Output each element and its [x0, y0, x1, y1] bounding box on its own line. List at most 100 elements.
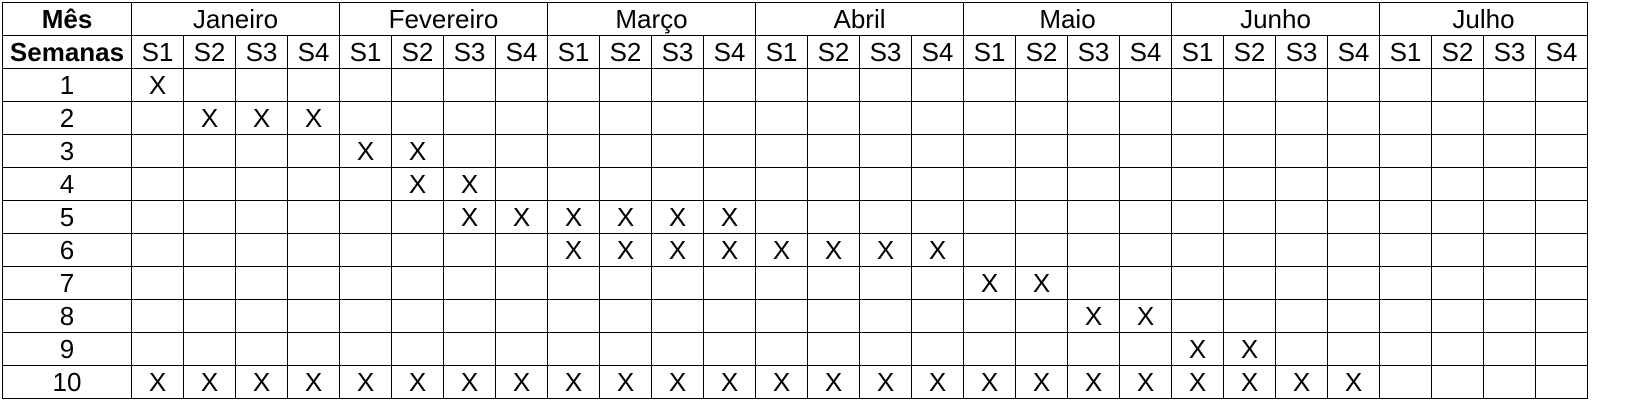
- schedule-cell[interactable]: [1327, 68, 1380, 102]
- schedule-cell[interactable]: X: [911, 233, 964, 267]
- schedule-cell[interactable]: X: [651, 233, 704, 267]
- schedule-cell[interactable]: [807, 332, 860, 366]
- schedule-cell[interactable]: X: [599, 200, 652, 234]
- schedule-cell[interactable]: [547, 299, 600, 333]
- schedule-cell[interactable]: [755, 134, 808, 168]
- week-header[interactable]: S1: [1171, 35, 1224, 69]
- schedule-cell[interactable]: [495, 68, 548, 102]
- schedule-cell[interactable]: [807, 266, 860, 300]
- schedule-cell[interactable]: X: [495, 200, 548, 234]
- schedule-cell[interactable]: [963, 299, 1016, 333]
- schedule-cell[interactable]: [443, 299, 496, 333]
- week-header[interactable]: S3: [1067, 35, 1120, 69]
- schedule-cell[interactable]: [1223, 101, 1276, 135]
- schedule-cell[interactable]: [235, 167, 288, 201]
- schedule-cell[interactable]: [1327, 200, 1380, 234]
- schedule-cell[interactable]: [1119, 101, 1172, 135]
- schedule-cell[interactable]: [235, 200, 288, 234]
- schedule-cell[interactable]: [339, 233, 392, 267]
- week-header[interactable]: S1: [131, 35, 184, 69]
- schedule-cell[interactable]: X: [1119, 299, 1172, 333]
- schedule-cell[interactable]: [131, 167, 184, 201]
- week-header[interactable]: S2: [391, 35, 444, 69]
- schedule-cell[interactable]: [1067, 68, 1120, 102]
- row-label[interactable]: 4: [2, 167, 132, 201]
- schedule-cell[interactable]: [1171, 134, 1224, 168]
- schedule-cell[interactable]: [807, 167, 860, 201]
- schedule-cell[interactable]: X: [183, 101, 236, 135]
- schedule-cell[interactable]: [1067, 167, 1120, 201]
- schedule-cell[interactable]: [1067, 101, 1120, 135]
- weeks-header-label[interactable]: Semanas: [2, 35, 132, 69]
- schedule-cell[interactable]: X: [1223, 332, 1276, 366]
- schedule-cell[interactable]: [1535, 200, 1588, 234]
- schedule-cell[interactable]: [1327, 167, 1380, 201]
- schedule-cell[interactable]: X: [339, 365, 392, 399]
- schedule-cell[interactable]: [1015, 134, 1068, 168]
- row-label[interactable]: 10: [2, 365, 132, 399]
- schedule-cell[interactable]: X: [807, 365, 860, 399]
- schedule-cell[interactable]: [1171, 101, 1224, 135]
- schedule-cell[interactable]: [443, 101, 496, 135]
- schedule-cell[interactable]: [1171, 266, 1224, 300]
- schedule-cell[interactable]: [235, 68, 288, 102]
- schedule-cell[interactable]: [1327, 299, 1380, 333]
- schedule-cell[interactable]: [703, 167, 756, 201]
- schedule-cell[interactable]: X: [1275, 365, 1328, 399]
- schedule-cell[interactable]: [1119, 332, 1172, 366]
- schedule-cell[interactable]: [859, 299, 912, 333]
- schedule-cell[interactable]: [651, 266, 704, 300]
- schedule-cell[interactable]: [495, 299, 548, 333]
- schedule-cell[interactable]: [1379, 68, 1432, 102]
- schedule-cell[interactable]: [183, 134, 236, 168]
- schedule-cell[interactable]: [183, 200, 236, 234]
- month-header[interactable]: Março: [547, 2, 756, 36]
- week-header[interactable]: S4: [287, 35, 340, 69]
- schedule-cell[interactable]: [599, 101, 652, 135]
- schedule-cell[interactable]: X: [547, 233, 600, 267]
- schedule-cell[interactable]: [859, 167, 912, 201]
- month-header-label[interactable]: Mês: [2, 2, 132, 36]
- schedule-cell[interactable]: [1223, 233, 1276, 267]
- schedule-cell[interactable]: [911, 299, 964, 333]
- schedule-cell[interactable]: [1431, 233, 1484, 267]
- schedule-cell[interactable]: [1483, 134, 1536, 168]
- schedule-cell[interactable]: [755, 101, 808, 135]
- schedule-cell[interactable]: [599, 167, 652, 201]
- schedule-cell[interactable]: [755, 266, 808, 300]
- schedule-cell[interactable]: X: [963, 365, 1016, 399]
- week-header[interactable]: S3: [859, 35, 912, 69]
- schedule-cell[interactable]: [495, 266, 548, 300]
- schedule-cell[interactable]: [963, 200, 1016, 234]
- schedule-cell[interactable]: X: [391, 134, 444, 168]
- schedule-cell[interactable]: [1483, 68, 1536, 102]
- schedule-cell[interactable]: [911, 68, 964, 102]
- schedule-cell[interactable]: [599, 266, 652, 300]
- week-header[interactable]: S2: [1223, 35, 1276, 69]
- week-header[interactable]: S1: [339, 35, 392, 69]
- schedule-cell[interactable]: [1535, 134, 1588, 168]
- schedule-cell[interactable]: [911, 134, 964, 168]
- schedule-cell[interactable]: [1535, 68, 1588, 102]
- schedule-cell[interactable]: [547, 167, 600, 201]
- schedule-cell[interactable]: [755, 68, 808, 102]
- schedule-cell[interactable]: [807, 299, 860, 333]
- schedule-cell[interactable]: [1483, 200, 1536, 234]
- schedule-cell[interactable]: [1067, 332, 1120, 366]
- schedule-cell[interactable]: [339, 68, 392, 102]
- schedule-cell[interactable]: [1223, 167, 1276, 201]
- schedule-cell[interactable]: [495, 233, 548, 267]
- week-header[interactable]: S1: [755, 35, 808, 69]
- week-header[interactable]: S4: [1327, 35, 1380, 69]
- schedule-cell[interactable]: X: [599, 365, 652, 399]
- schedule-cell[interactable]: X: [963, 266, 1016, 300]
- schedule-cell[interactable]: [651, 101, 704, 135]
- schedule-cell[interactable]: [599, 332, 652, 366]
- schedule-cell[interactable]: [1431, 200, 1484, 234]
- schedule-cell[interactable]: [547, 68, 600, 102]
- schedule-cell[interactable]: [339, 200, 392, 234]
- schedule-cell[interactable]: [599, 299, 652, 333]
- schedule-cell[interactable]: [1275, 167, 1328, 201]
- week-header[interactable]: S4: [703, 35, 756, 69]
- schedule-cell[interactable]: [547, 134, 600, 168]
